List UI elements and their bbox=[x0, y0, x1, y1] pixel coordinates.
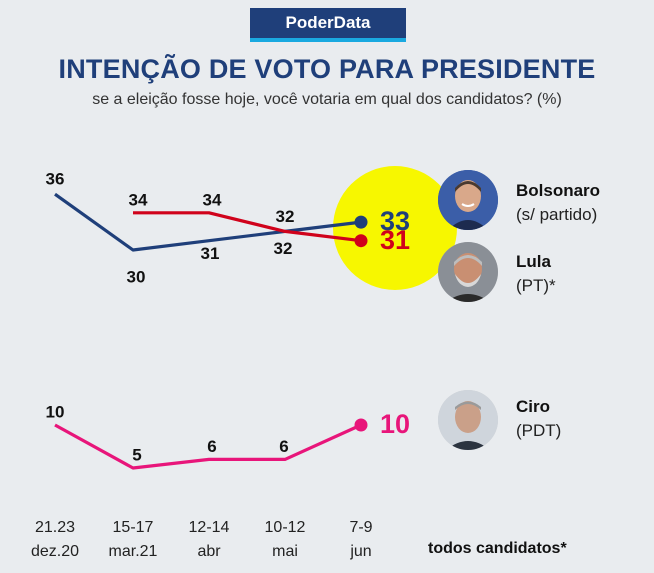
legend-bolsonaro-name: Bolsonaro bbox=[516, 181, 601, 200]
data-label-lula: 32 bbox=[274, 239, 293, 258]
x-tick-label: dez.20 bbox=[31, 543, 79, 560]
legend-ciro: Ciro (PDT) bbox=[516, 397, 561, 441]
x-tick-label: 21.23 bbox=[35, 519, 75, 536]
x-tick-label: mai bbox=[272, 543, 298, 560]
brand-badge: PoderData bbox=[250, 8, 406, 42]
data-label-bolsonaro: 30 bbox=[127, 267, 146, 286]
x-tick-label: abr bbox=[197, 543, 221, 560]
series-line-bolsonaro bbox=[54, 192, 362, 252]
chart-title: INTENÇÃO DE VOTO PARA PRESIDENTE bbox=[58, 54, 596, 84]
data-label-ciro: 6 bbox=[207, 437, 216, 456]
x-tick-label: mar.21 bbox=[109, 543, 158, 560]
legend-bolsonaro: Bolsonaro (s/ partido) bbox=[516, 181, 600, 225]
legend-ciro-party: (PDT) bbox=[516, 421, 562, 440]
legend-bolsonaro-party: (s/ partido) bbox=[516, 205, 598, 224]
legend-lula-name: Lula bbox=[516, 252, 551, 271]
final-value-label-lula: 31 bbox=[380, 225, 410, 255]
data-label-lula: 34 bbox=[129, 190, 148, 209]
x-tick-label: 10-12 bbox=[265, 519, 306, 536]
highlight-circle bbox=[333, 166, 457, 290]
data-label-bolsonaro: 32 bbox=[276, 207, 295, 226]
legend-ciro-name: Ciro bbox=[516, 397, 550, 416]
series-end-point-lula bbox=[354, 234, 368, 248]
x-tick-label: 7-9 bbox=[349, 519, 372, 536]
footer-note: todos candidatos* bbox=[428, 540, 567, 557]
final-value-label-ciro: 10 bbox=[380, 409, 410, 439]
chart-subtitle: se a eleição fosse hoje, você votaria em… bbox=[92, 91, 562, 108]
data-label-bolsonaro: 36 bbox=[46, 170, 65, 189]
data-label-ciro: 10 bbox=[46, 402, 65, 421]
portrait-ciro-icon bbox=[438, 390, 498, 450]
x-tick-label: 12-14 bbox=[189, 519, 230, 536]
x-tick-label: jun bbox=[349, 543, 371, 560]
series-line-lula bbox=[133, 211, 362, 243]
data-label-ciro: 5 bbox=[132, 445, 141, 464]
portrait-bolsonaro-icon bbox=[438, 170, 498, 230]
series-end-point-ciro bbox=[354, 418, 368, 432]
series-line-ciro bbox=[54, 423, 362, 470]
final-value-label-bolsonaro: 33 bbox=[380, 206, 410, 236]
data-label-ciro: 6 bbox=[279, 437, 288, 456]
portrait-lula-icon bbox=[438, 242, 498, 302]
series-end-point-bolsonaro bbox=[354, 215, 368, 229]
legend-lula-party: (PT)* bbox=[516, 276, 556, 295]
legend-lula: Lula (PT)* bbox=[516, 252, 556, 296]
data-label-bolsonaro: 31 bbox=[201, 244, 220, 263]
data-label-lula: 34 bbox=[203, 190, 222, 209]
x-tick-label: 15-17 bbox=[113, 519, 154, 536]
